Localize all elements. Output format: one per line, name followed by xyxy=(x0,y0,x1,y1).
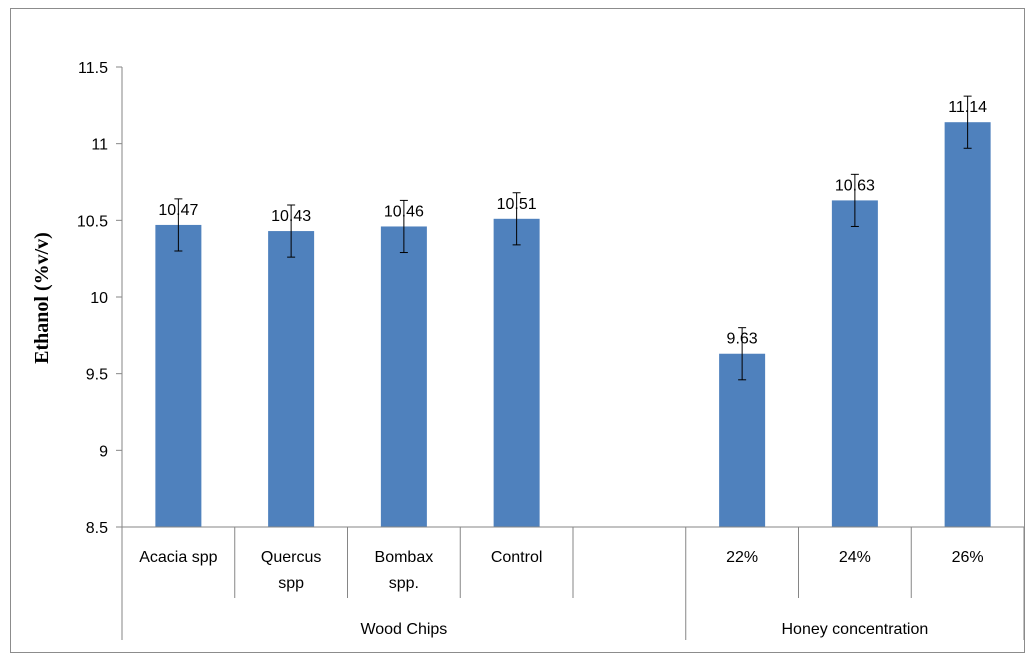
bar xyxy=(493,218,540,528)
y-axis: 8.5 9 9.5 10 10.5 11 11.5 xyxy=(77,60,123,537)
chart-frame xyxy=(10,8,1025,653)
y-tick-label: 8.5 xyxy=(86,520,108,537)
data-label: 10.43 xyxy=(271,208,311,225)
bar xyxy=(155,224,202,527)
y-axis-label: Ethanol (%v/v) xyxy=(31,232,53,364)
bar xyxy=(268,231,315,528)
bar xyxy=(380,226,427,527)
y-tick-label: 10.5 xyxy=(77,213,108,230)
x-axis: Acacia spp Quercus spp Bombax spp. Control 22%… xyxy=(121,526,1025,640)
data-label: 10.47 xyxy=(158,202,198,219)
y-tick-label: 11 xyxy=(91,137,108,154)
bar xyxy=(831,200,878,527)
category-label: spp xyxy=(278,575,304,592)
y-tick-label: 10 xyxy=(90,290,108,307)
bar xyxy=(719,353,766,527)
data-label: 11.14 xyxy=(948,99,987,116)
category-label: Control xyxy=(491,549,543,566)
data-label: 9.63 xyxy=(727,331,758,348)
group-label: Wood Chips xyxy=(360,621,447,638)
bars: 10.47 10.43 10.46 10.51 9.63 10.63 11.14 xyxy=(155,95,991,528)
data-label: 10.63 xyxy=(835,177,875,194)
category-label: 26% xyxy=(952,549,984,566)
group-label: Honey concentration xyxy=(781,621,928,638)
category-label: 24% xyxy=(839,549,871,566)
bar xyxy=(944,122,991,527)
category-label: Acacia spp xyxy=(139,549,217,566)
category-label: Quercus xyxy=(261,549,321,566)
category-label: spp. xyxy=(389,575,419,592)
y-tick-label: 9 xyxy=(99,443,108,460)
y-tick-label: 9.5 xyxy=(86,367,108,384)
data-label: 10.51 xyxy=(497,196,537,213)
category-label: Bombax xyxy=(375,549,434,566)
y-tick-label: 11.5 xyxy=(78,60,108,77)
data-label: 10.46 xyxy=(384,203,424,220)
category-label: 22% xyxy=(726,549,758,566)
